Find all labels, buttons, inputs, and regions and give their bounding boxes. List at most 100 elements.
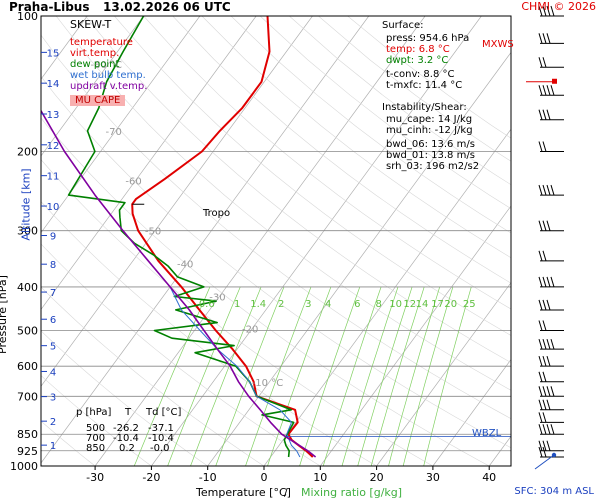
table-row-p: 700	[86, 433, 106, 444]
table-row-td: -37.1	[148, 423, 174, 434]
altitude-tick-label: 4	[50, 367, 56, 378]
pressure-tick-label: 200	[17, 145, 38, 158]
altitude-tick-label: 6	[50, 315, 56, 326]
mixing-ratio-label: 12	[403, 299, 416, 310]
isotherm-label: -60	[125, 176, 141, 187]
pressure-tick-label: 500	[17, 325, 38, 338]
isotherm	[41, 16, 313, 387]
wetbulb-curve	[169, 286, 301, 458]
datetime-title: 13.02.2026 06 UTC	[103, 0, 231, 14]
altitude-tick-label: 7	[50, 288, 56, 299]
surface-temp: temp: 6.8 °C	[386, 44, 450, 55]
mixing-ratio-label: 1.4	[250, 299, 266, 310]
surface-wind-dot	[551, 452, 557, 458]
pressure-tick-label: 700	[17, 390, 38, 403]
dry-adiabat	[201, 16, 511, 259]
wind-barb	[538, 141, 564, 152]
wind-barb	[538, 85, 564, 96]
table-row-t: -10.4	[113, 433, 139, 444]
x-tick-label: -20	[142, 471, 160, 484]
table-row-t: 0.2	[119, 443, 135, 454]
wind-barb	[538, 440, 564, 452]
dry-adiabat	[230, 16, 511, 234]
legend-wet-bulb: wet bulb temp.	[70, 70, 146, 81]
mu-cape-value: mu_cape: 14 J/kg	[386, 114, 473, 125]
altitude-tick-label: 2	[50, 417, 56, 428]
mixing-ratio-line	[267, 286, 332, 466]
wind-barb	[538, 424, 564, 435]
table-row-p: 850	[86, 443, 106, 454]
table-row-t: -26.2	[113, 423, 139, 434]
pressure-tick-label: 100	[17, 10, 38, 23]
isotherm	[376, 282, 511, 466]
dry-adiabat	[41, 34, 511, 420]
altitude-tick-label: 5	[50, 342, 56, 353]
x-tick-label: 0	[261, 471, 268, 484]
isotherm-label: -40	[177, 260, 193, 271]
isotherm-label: -80 °C	[90, 60, 122, 71]
x-tick-label: 10	[313, 471, 327, 484]
surface-press: press: 954.6 hPa	[386, 33, 470, 44]
legend-title: SKEW-T	[70, 18, 112, 31]
legend-updraft: updraft v.temp.	[70, 81, 148, 92]
mixing-ratio-label: 25	[463, 299, 476, 310]
wind-barb	[538, 412, 564, 423]
altitude-tick-label: 14	[47, 79, 60, 90]
isotherm	[320, 205, 511, 466]
instability-title: Instability/Shear:	[382, 102, 467, 113]
isotherm-label: -50	[145, 227, 161, 238]
mixing-ratio-line	[402, 286, 454, 466]
pressure-tick-label: 300	[17, 225, 38, 238]
mixing-ratio-label: 1	[234, 299, 240, 310]
wind-barb	[538, 276, 564, 288]
dry-adiabat	[114, 16, 511, 336]
dry-adiabat	[55, 16, 511, 391]
pressure-tick-label: 1000	[10, 460, 38, 473]
isotherm	[94, 16, 426, 466]
isotherm-label: -10 °C	[252, 378, 284, 389]
wind-barb	[538, 320, 564, 332]
altitude-tick-label: 1	[50, 441, 56, 452]
dewpoint-curve	[67, 16, 295, 458]
altitude-tick-label: 13	[47, 110, 60, 121]
x-tick-label: 20	[370, 471, 384, 484]
wind-barb	[538, 339, 564, 350]
copyright: CHMI © 2026	[521, 0, 596, 13]
mixing-ratio-line	[357, 286, 413, 466]
bwd06-value: bwd_06: 13.6 m/s	[386, 139, 475, 150]
wind-barb	[538, 356, 564, 367]
mixing-ratio-label: 14	[416, 299, 429, 310]
table-head-p: p [hPa]	[76, 407, 112, 418]
legend-temperature: temperature	[70, 37, 133, 48]
wind-barb	[538, 371, 564, 383]
wind-barb	[538, 386, 564, 397]
surface-dwpt: dwpt: 3.2 °C	[386, 55, 449, 66]
isotherm	[488, 435, 511, 466]
wind-barb	[538, 109, 564, 121]
isotherm	[41, 16, 201, 234]
mixing-ratio-label: 0.6	[199, 299, 215, 310]
pressure-tick-label: 600	[17, 360, 38, 373]
table-row-td: -0.0	[150, 443, 170, 454]
tropopause-label: Tropo	[203, 208, 231, 219]
station-title: Praha-Libus	[9, 0, 90, 14]
plot-frame	[40, 15, 512, 467]
mixing-ratio-label: 3	[305, 299, 311, 310]
table-row-p: 500	[86, 423, 106, 434]
isotherm	[151, 16, 482, 466]
mixing-ratio-line	[423, 286, 472, 466]
x-axis-title-2: Mixing ratio [g/kg]	[301, 486, 403, 499]
wind-barb	[538, 250, 564, 262]
wind-barb	[538, 33, 564, 44]
mixing-ratio-label: 8	[375, 299, 381, 310]
sfc-label: SFC: 304 m ASL	[514, 486, 594, 497]
mixing-ratio-line	[370, 286, 425, 466]
altitude-tick-label: 11	[47, 172, 60, 183]
x-tick-label: 40	[482, 471, 496, 484]
updraft-curve	[41, 109, 317, 458]
surface-title: Surface:	[382, 20, 424, 31]
mu-cinh-value: mu_cinh: -12 J/kg	[386, 125, 473, 136]
wind-barb	[538, 184, 564, 196]
